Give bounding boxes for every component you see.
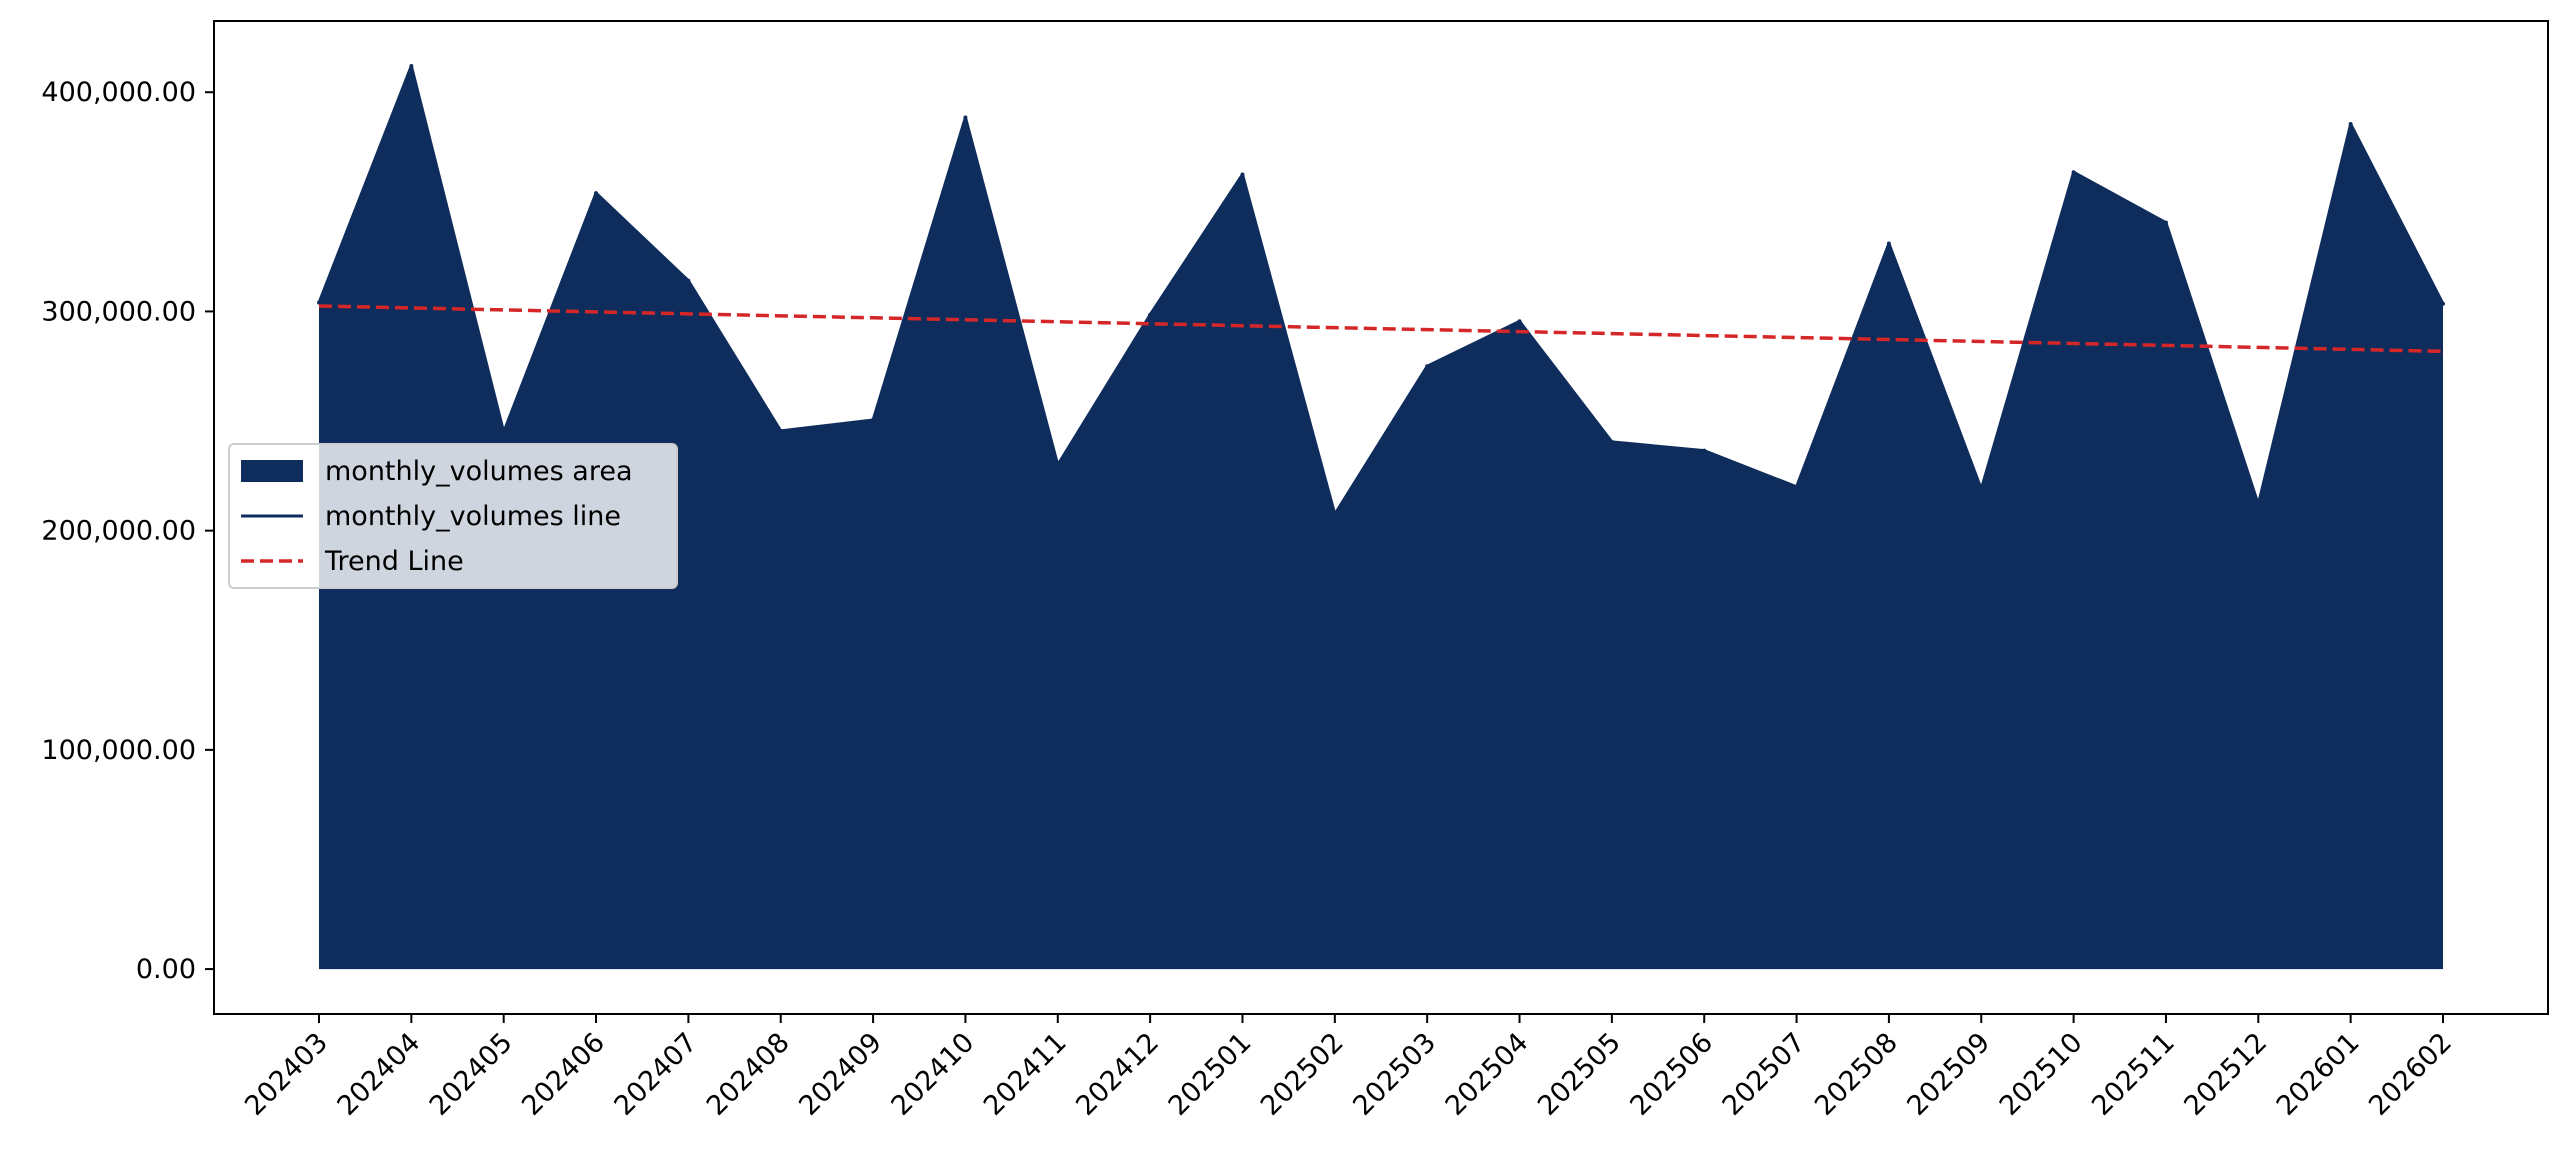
data-point: [409, 63, 414, 68]
trend-line: [318, 304, 2444, 354]
y-tick-label: 0.00: [136, 954, 196, 985]
x-tick-label: 202509: [1901, 1027, 1996, 1122]
data-point: [2256, 502, 2261, 507]
x-axis: 2024032024042024052024062024072024082024…: [239, 1014, 2458, 1122]
x-tick-label: 202404: [331, 1027, 426, 1122]
legend-swatch-area: [241, 460, 303, 482]
series-line: [317, 64, 2445, 516]
legend: monthly_volumes area monthly_volumes line…: [228, 443, 678, 589]
x-tick-label: 202505: [1532, 1027, 1627, 1122]
data-point: [1148, 312, 1153, 317]
legend-label-trend: Trend Line: [324, 546, 464, 577]
x-tick-label: 202504: [1440, 1027, 1535, 1122]
data-point: [2348, 122, 2353, 127]
x-tick-label: 202512: [2178, 1027, 2273, 1122]
data-point: [686, 278, 691, 283]
data-point: [317, 300, 321, 305]
x-tick-label: 202510: [1994, 1027, 2089, 1122]
x-tick-label: 202407: [609, 1027, 704, 1122]
data-point: [2071, 170, 2076, 175]
x-tick-label: 202601: [2271, 1027, 2366, 1122]
x-tick-label: 202502: [1255, 1027, 1350, 1122]
data-point: [501, 430, 506, 435]
series-area-fill: [319, 65, 2443, 970]
data-point: [1055, 462, 1060, 467]
data-point: [1425, 364, 1430, 369]
y-tick-label: 100,000.00: [41, 735, 196, 766]
x-tick-label: 202403: [239, 1027, 334, 1122]
x-tick-label: 202503: [1347, 1027, 1442, 1122]
x-tick-label: 202411: [978, 1027, 1073, 1122]
y-tick-label: 400,000.00: [41, 77, 196, 108]
data-point: [871, 417, 876, 422]
x-tick-label: 202511: [2086, 1027, 2181, 1122]
data-point: [1886, 241, 1891, 246]
data-point: [594, 191, 599, 196]
data-point: [1979, 487, 1984, 491]
x-tick-label: 202408: [701, 1027, 796, 1122]
data-point: [1702, 448, 1707, 453]
x-tick-label: 202412: [1070, 1027, 1165, 1122]
x-tick-label: 202506: [1624, 1027, 1719, 1122]
x-tick-label: 202507: [1717, 1027, 1812, 1122]
data-point: [1794, 484, 1799, 489]
x-tick-label: 202501: [1163, 1027, 1258, 1122]
data-point: [1609, 439, 1614, 444]
x-tick-label: 202405: [424, 1027, 519, 1122]
data-point: [778, 428, 783, 433]
data-point: [1517, 319, 1522, 324]
y-axis: 0.00 100,000.00 200,000.00 300,000.00 400,00…: [41, 77, 214, 985]
data-point: [1240, 172, 1245, 177]
data-point: [2441, 301, 2445, 306]
legend-label-area: monthly_volumes area: [325, 456, 633, 487]
data-point: [963, 115, 968, 120]
x-tick-label: 202602: [2363, 1027, 2458, 1122]
legend-box: [228, 443, 678, 589]
x-tick-label: 202409: [793, 1027, 888, 1122]
x-tick-label: 202406: [516, 1027, 611, 1122]
x-tick-label: 202508: [1809, 1027, 1904, 1122]
data-point: [1332, 512, 1337, 517]
x-tick-label: 202410: [886, 1027, 981, 1122]
y-tick-label: 300,000.00: [41, 296, 196, 327]
chart-marks: [317, 63, 2445, 970]
legend-label-line: monthly_volumes line: [325, 501, 621, 532]
plot-frame: [213, 20, 2549, 1015]
y-tick-label: 200,000.00: [41, 516, 196, 547]
data-point: [2163, 220, 2168, 225]
